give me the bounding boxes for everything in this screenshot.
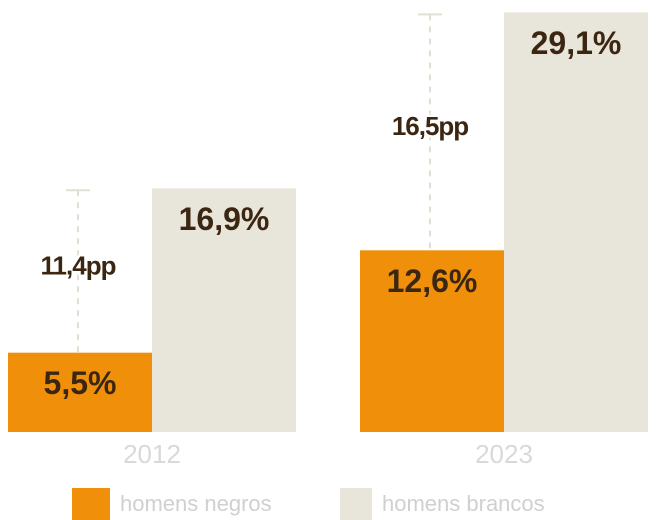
x-tick-label: 2012 xyxy=(123,439,181,469)
value-label: 5,5% xyxy=(44,365,117,401)
value-label: 29,1% xyxy=(531,25,622,61)
legend-label: homens brancos xyxy=(382,491,545,516)
bar xyxy=(152,188,296,432)
x-tick-label: 2023 xyxy=(475,439,533,469)
difference-label: 16,5pp xyxy=(392,111,468,141)
bar xyxy=(8,352,152,432)
bar xyxy=(504,12,648,433)
legend-swatch xyxy=(340,488,372,520)
bar xyxy=(360,250,504,432)
value-label: 16,9% xyxy=(179,201,270,237)
legend-swatch xyxy=(72,488,110,520)
value-label: 12,6% xyxy=(387,263,478,299)
legend-label: homens negros xyxy=(120,491,272,516)
difference-label: 11,4pp xyxy=(41,250,116,280)
